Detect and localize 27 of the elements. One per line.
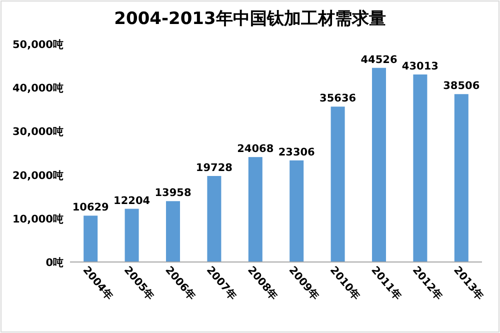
bar xyxy=(413,74,428,262)
y-tick-label: 40,000吨 xyxy=(12,82,64,95)
y-tick-label: 0吨 xyxy=(46,256,64,269)
bar xyxy=(330,106,345,262)
data-label: 13958 xyxy=(154,187,192,200)
y-tick-label: 30,000吨 xyxy=(12,125,64,138)
data-label: 44526 xyxy=(360,54,398,66)
bar xyxy=(372,68,386,262)
data-label: 38506 xyxy=(443,80,480,92)
data-label: 19728 xyxy=(196,162,232,174)
bar xyxy=(124,208,139,262)
data-label: 12204 xyxy=(114,194,150,207)
bar xyxy=(207,176,222,262)
y-tick-label: 20,000吨 xyxy=(12,168,64,182)
data-label: 43013 xyxy=(402,60,438,72)
y-tick-label: 10,000吨 xyxy=(12,212,64,226)
data-label: 35636 xyxy=(320,92,356,105)
data-label: 23306 xyxy=(278,146,315,158)
data-label: 24068 xyxy=(237,143,274,156)
bar xyxy=(290,160,304,262)
y-tick-label: 50,000吨 xyxy=(12,38,64,51)
bar xyxy=(166,201,180,262)
bar xyxy=(454,94,468,262)
bar xyxy=(84,216,98,262)
chart-title: 2004-2013年中国钛加工材需求量 xyxy=(114,9,386,29)
data-label: 10629 xyxy=(72,202,109,214)
bar xyxy=(248,157,262,262)
